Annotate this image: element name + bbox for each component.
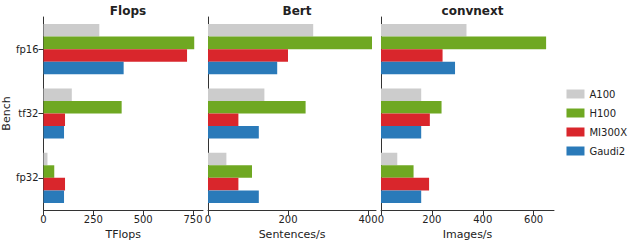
svg-text:600: 600 [524,214,543,225]
svg-text:H100: H100 [589,108,616,119]
svg-text:Bench: Bench [0,96,13,130]
svg-text:TFlops: TFlops [104,228,141,241]
svg-text:0: 0 [40,214,46,225]
svg-text:tf32: tf32 [18,108,38,119]
svg-text:Sentences/s: Sentences/s [259,228,326,241]
svg-text:MI300X: MI300X [589,127,627,138]
svg-text:0: 0 [205,214,211,225]
svg-text:fp32: fp32 [16,172,39,183]
svg-text:400: 400 [358,214,377,225]
svg-text:0: 0 [378,214,384,225]
svg-text:500: 500 [134,214,153,225]
svg-text:750: 750 [183,214,202,225]
svg-text:Images/s: Images/s [443,228,493,241]
svg-text:Gaudi2: Gaudi2 [589,146,625,157]
svg-text:200: 200 [422,214,441,225]
svg-text:convnext: convnext [442,4,504,18]
svg-text:Flops: Flops [110,4,146,18]
svg-text:A100: A100 [589,89,615,100]
svg-text:Bert: Bert [283,4,312,18]
svg-text:fp16: fp16 [16,44,39,55]
svg-text:250: 250 [84,214,103,225]
svg-text:400: 400 [473,214,492,225]
svg-text:200: 200 [278,214,297,225]
